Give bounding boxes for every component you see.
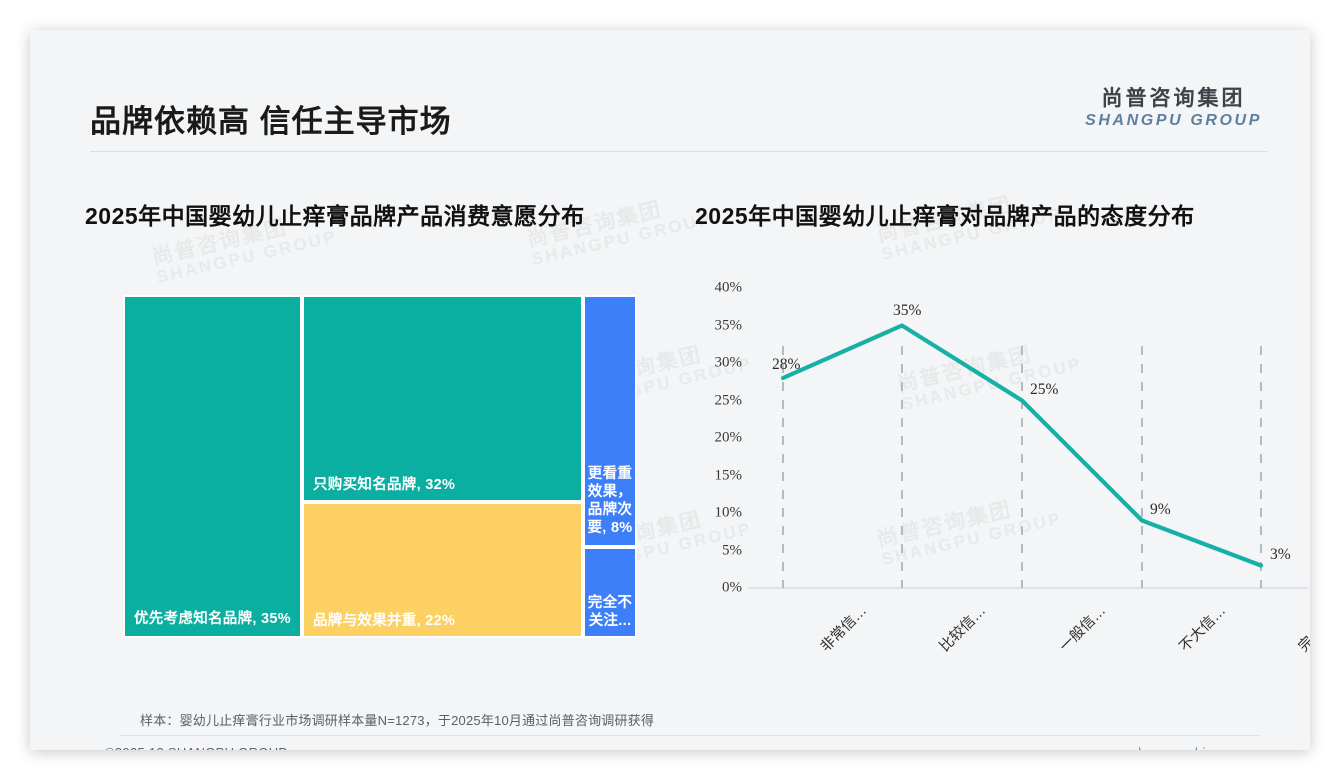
treemap-cell[interactable]: 优先考虑知名品牌, 35% [123, 295, 302, 638]
y-axis-tick: 40% [714, 279, 743, 296]
treemap-cell[interactable]: 品牌与效果并重, 22% [302, 502, 583, 638]
source-note: 样本：婴幼儿止痒膏行业市场调研样本量N=1273，于2025年10月通过尚普咨询… [140, 713, 655, 728]
data-label: 28% [772, 356, 801, 373]
line-series [780, 323, 1264, 568]
y-axis-tick: 15% [714, 467, 743, 483]
page-title: 品牌依赖高 信任主导市场 [90, 104, 452, 139]
brand-logo-cn: 尚普咨询集团 [1101, 87, 1246, 110]
footer-divider [120, 735, 1260, 736]
treemap-cell[interactable]: 更看重效果，品牌次要, 8% [583, 295, 637, 547]
treemap-cell-label: 优先考虑知名品牌, 35% [134, 610, 291, 627]
y-axis-tick: 30% [714, 354, 743, 371]
y-axis-tick: 35% [714, 317, 743, 333]
right-chart-title: 2025年中国婴幼儿止痒膏对品牌产品的态度分布 [695, 203, 1195, 229]
y-axis-tick: 0% [722, 579, 742, 596]
line-chart-plot [748, 323, 1308, 589]
treemap-chart: 优先考虑知名品牌, 35% 只购买知名品牌, 32% 品牌与效果并重, 22% … [123, 295, 637, 638]
y-axis-tick: 10% [714, 504, 743, 521]
treemap-cell[interactable]: 只购买知名品牌, 32% [302, 295, 583, 502]
brand-logo-en: SHANGPU GROUP [1085, 112, 1262, 130]
treemap-cell-label: 更看重效果，品牌次要, 8% [587, 465, 633, 536]
data-label: 3% [1270, 546, 1291, 563]
watermark-en: SHANGPU GROUP [154, 226, 339, 288]
line-chart: 0% 5% 10% 15% 20% 25% 30% 35% 40% 28% 35… [690, 280, 1311, 668]
left-chart-title: 2025年中国婴幼儿止痒膏品牌产品消费意愿分布 [85, 203, 585, 229]
header-divider [90, 151, 1268, 152]
y-axis-tick: 20% [714, 429, 743, 446]
website-link[interactable]: www.shangpu-china.com [1099, 745, 1250, 750]
data-label: 25% [1030, 381, 1059, 398]
slide-canvas: 尚普咨询集团 SHANGPU GROUP 尚普咨询集团 SHANGPU GROU… [30, 30, 1310, 750]
slide-header: 品牌依赖高 信任主导市场 尚普咨询集团 SHANGPU GROUP [30, 30, 1310, 139]
data-label: 35% [893, 302, 922, 319]
treemap-cell-label: 品牌与效果并重, 22% [313, 612, 456, 629]
brand-logo: 尚普咨询集团 SHANGPU GROUP [1085, 87, 1262, 130]
y-axis: 0% 5% 10% 15% 20% 25% 30% 35% 40% [690, 280, 743, 596]
treemap-cell[interactable]: 完全不关注... [583, 547, 637, 638]
copyright-text: ©2025.12 SHANGPU GROUP [105, 745, 287, 750]
treemap-cell-label: 只购买知名品牌, 32% [313, 476, 456, 493]
treemap-cell-label: 完全不关注... [587, 594, 633, 629]
y-axis-tick: 25% [714, 392, 743, 408]
y-axis-tick: 5% [722, 542, 742, 558]
data-label: 9% [1150, 501, 1171, 518]
